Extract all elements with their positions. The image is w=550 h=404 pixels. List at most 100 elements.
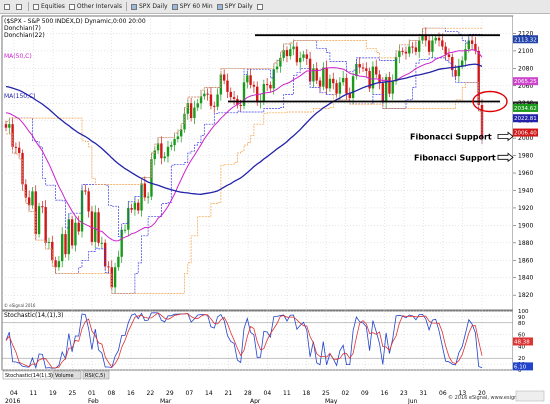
candle [361,67,365,69]
toolbar-item-6[interactable]: SPY Daily [216,3,253,10]
candle [414,47,418,52]
x-tick-label: 11 [283,390,291,397]
zoom-control[interactable] [515,390,545,402]
candle [41,206,44,208]
candle [31,191,34,206]
candle [289,49,292,57]
x-tick-label: 13 [459,390,467,397]
tab-1[interactable] [52,370,82,380]
fibonacci-label-1: Fibonacci Support [410,132,492,141]
candle [454,70,457,77]
x-tick-label: 06 [439,390,447,397]
candle [279,57,282,67]
candle [391,81,394,94]
fibonacci-label-2: Fibonacci Support [414,153,496,162]
copyright-text: © eSignal 2016 [4,303,36,308]
x-tick-label: 25 [69,390,77,397]
candle [232,97,236,99]
toolbar-item-label: SPX Daily [138,3,168,10]
stochastic-d-line [5,312,483,369]
candle [437,37,441,41]
y-tick-label: 2120 [518,30,533,37]
candle [113,267,117,288]
candle [166,146,170,157]
candle [467,40,470,50]
x-month-label: Apr [250,398,261,404]
fibonacci-arrow-2 [497,152,514,163]
candle [107,266,110,268]
candle [74,222,77,246]
toolbar-item-5[interactable]: SPY 60 Min [171,3,213,10]
candle [67,219,71,255]
candle [388,77,391,94]
candle [381,83,385,103]
candle [213,105,216,107]
x-tick-label: 22 [147,390,155,397]
x-tick-label: 28 [244,390,252,397]
candle [117,256,120,268]
toolbar-item-1[interactable] [16,3,24,10]
price-badge-text: 2065.25 [514,79,537,85]
candle [11,124,14,147]
price-pane [1,15,514,311]
window-icon [256,3,263,10]
candle [137,202,140,211]
indicator-label: Donchian(22) [4,32,45,39]
y-tick-label: 1860 [518,257,533,264]
pane-tabs: Stochastic(14(1),3) Volume RSI(C,5) [2,370,110,380]
candle [398,50,401,58]
toolbar-item-label: Equities [41,3,65,10]
tab-2[interactable] [82,370,110,380]
x-month-label: Jun [407,398,418,404]
candle [298,57,302,63]
chart-canvas[interactable]: 1820184018601880190019201940196019802000… [0,13,550,404]
ma-label: MA(150,C) [4,93,36,100]
candle [375,66,378,75]
candle [365,68,368,71]
x-tick-label: 18 [303,390,311,397]
candle [434,37,437,41]
candle [368,70,371,89]
candle [265,84,269,86]
toolbar: Equities Other Intervals SPX Daily SPY 60 M… [0,0,550,14]
candle [189,103,193,119]
toolbar-item-0[interactable] [4,3,12,10]
toolbar-item-label: SPY 60 Min [179,3,213,10]
toolbar-item-2[interactable]: Equities [33,3,65,10]
candle [97,212,100,243]
chart-header: ($SPX - S&P 500 INDEX,D) Dynamic,0:00 20… [4,18,146,308]
candle [394,57,398,82]
candle [441,40,444,47]
candle [186,103,190,114]
candle [371,66,375,89]
stoch-badge-text: 6.10 [514,364,527,370]
checkbox-icon [130,3,137,10]
tab-0[interactable] [2,370,52,380]
candle [427,40,431,52]
x-tick-label: 08 [108,390,116,397]
candle [120,229,123,257]
brand-text: © 2016 eSignal, www.esignal.com [448,394,534,401]
x-tick-label: 20 [478,390,486,397]
candle [123,229,127,231]
stoch-badge [513,337,533,346]
candle [477,50,480,105]
stochastic-label: Stochastic(14,(1),3) [4,312,64,319]
candle [345,77,348,94]
candle [54,260,57,268]
price-badge-text: 2034.62 [514,106,537,112]
x-tick-label: 21 [225,390,233,397]
toolbar-item-4[interactable]: SPX Daily [130,3,168,10]
x-tick-label: 11 [30,390,38,397]
candle [358,63,361,68]
candle [143,183,147,198]
toolbar-item-label: Other Intervals [76,3,122,10]
candle [421,34,424,41]
candle [80,190,84,232]
chart-icon [16,3,22,10]
toolbar-item-3[interactable]: Other Intervals [68,3,122,10]
candle [8,124,11,128]
x-tick-label: 02 [342,390,350,397]
stoch-tick-label: 20 [518,356,525,362]
toolbar-item-7[interactable] [256,3,265,10]
